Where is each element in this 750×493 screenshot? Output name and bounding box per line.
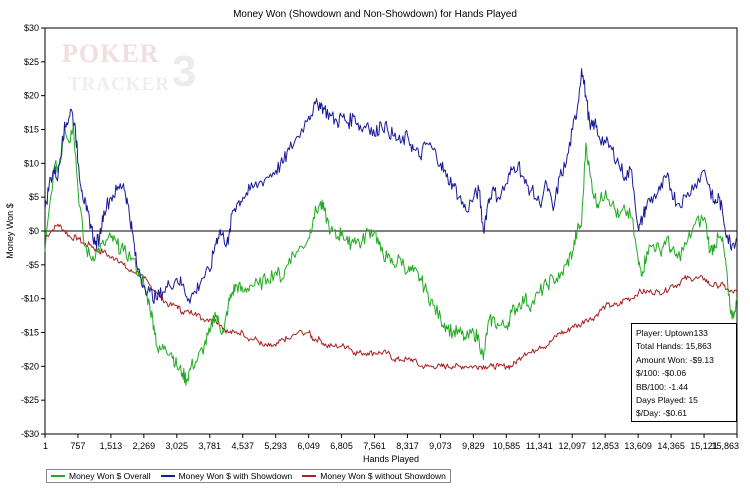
stat-amount-won: Amount Won: -$9.13	[636, 354, 714, 365]
legend-item-without-showdown: Money Won $ without Showdown	[302, 471, 446, 481]
x-tick-label: 11,341	[526, 441, 553, 451]
legend-label-without-showdown: Money Won $ without Showdown	[320, 471, 446, 481]
y-tick-label: $10	[24, 158, 39, 168]
x-tick-label: 13,609	[624, 441, 652, 451]
y-tick-label: -$30	[21, 429, 39, 439]
x-tick-label: 8,317	[396, 441, 419, 451]
stat-bb-100: BB/100: -1.44	[636, 381, 688, 392]
x-tick-label: 12,853	[591, 441, 619, 451]
x-axis-label: Hands Played	[363, 454, 419, 464]
x-tick-label: 7,561	[363, 441, 386, 451]
legend-swatch-with-showdown	[160, 475, 175, 477]
series-line-overall	[44, 122, 738, 386]
x-tick-label: 14,365	[657, 441, 685, 451]
x-tick-label: 1,513	[100, 441, 123, 451]
x-tick-label: 4,537	[231, 441, 254, 451]
x-tick-label: 2,269	[133, 441, 156, 451]
x-tick-label: 1	[43, 441, 48, 451]
y-tick-label: $0	[29, 226, 39, 236]
y-tick-label: $5	[29, 192, 39, 202]
y-tick-label: $15	[24, 125, 39, 135]
x-tick-label: 10,585	[493, 441, 521, 451]
legend-swatch-overall	[51, 475, 65, 477]
x-tick-label: 12,097	[558, 441, 586, 451]
y-axis-label: Money Won $	[5, 203, 15, 258]
x-tick-label: 757	[70, 441, 85, 451]
x-axis: 1 757 1,513 2,269 3,025 3,781 4,537 5,293 6,049 6…	[43, 434, 739, 451]
y-tick-label: -$10	[21, 294, 39, 304]
logo-mark-3: 3	[172, 47, 196, 96]
y-tick-label: -$25	[21, 395, 39, 405]
y-tick-label: -$15	[21, 328, 39, 338]
x-tick-label: 6,049	[297, 441, 320, 451]
x-tick-label: 6,805	[330, 441, 353, 451]
pokertracker-logo: POKER TRACKER 3	[62, 39, 196, 96]
stat-total-hands: Total Hands: 15,863	[636, 341, 712, 352]
y-tick-label: $20	[24, 91, 39, 101]
y-tick-label: $30	[24, 23, 39, 33]
y-tick-label: $25	[24, 57, 39, 67]
chart-title: Money Won (Showdown and Non-Showdown) fo…	[233, 9, 517, 20]
x-tick-label: 9,073	[429, 441, 452, 451]
logo-text-tracker: TRACKER	[68, 74, 170, 95]
series-layer	[44, 68, 738, 386]
series-line-with-showdown	[44, 68, 738, 304]
x-tick-label: 15,121	[690, 441, 718, 451]
stat-player: Player: Uptown133	[636, 328, 708, 338]
legend-label-with-showdown: Money Won $ with Showdown	[178, 471, 293, 481]
legend-swatch-without-showdown	[302, 475, 317, 477]
logo-text-poker: POKER	[62, 39, 159, 68]
y-tick-label: -$5	[26, 260, 39, 270]
y-axis: $30 $25 $20 $15 $10 $5 $0 -$5 -$10 -$15 -$20 -$25 -$…	[21, 23, 45, 439]
stat-days-played: Days Played: 15	[636, 395, 698, 406]
legend-item-with-showdown: Money Won $ with Showdown	[160, 471, 293, 481]
x-tick-label: 15,863	[711, 441, 739, 451]
legend-label-overall: Money Won $ Overall	[69, 471, 151, 481]
x-tick-label: 5,293	[264, 441, 287, 451]
y-tick-label: -$20	[21, 361, 39, 371]
legend-item-overall: Money Won $ Overall	[51, 471, 151, 481]
player-stats-box: Player: Uptown133 Total Hands: 15,863 Am…	[631, 323, 737, 422]
stat-per-day: $/Day: -$0.61	[636, 408, 688, 419]
x-tick-label: 3,781	[198, 441, 221, 451]
x-tick-label: 9,829	[462, 441, 485, 451]
chart-legend: Money Won $ Overall Money Won $ with Sho…	[46, 469, 451, 483]
stat-per-100: $/100: -$0.06	[636, 368, 687, 379]
x-tick-label: 3,025	[166, 441, 189, 451]
